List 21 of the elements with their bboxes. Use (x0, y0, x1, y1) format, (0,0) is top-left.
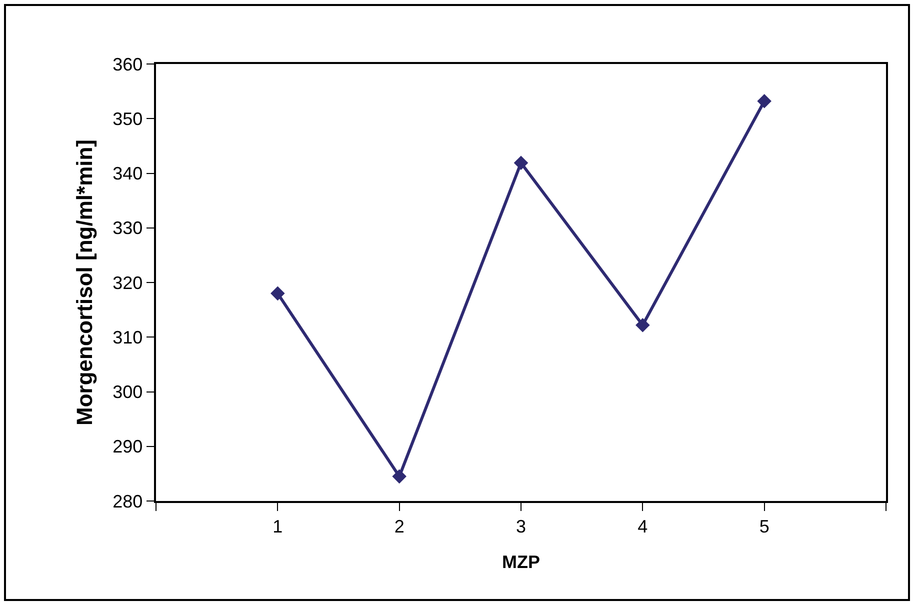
x-tick-label: 4 (638, 516, 648, 536)
x-tick-label: 1 (272, 516, 283, 536)
x-tick-label: 5 (759, 516, 770, 536)
x-axis-title: MZP (502, 552, 540, 572)
y-tick-label: 350 (112, 108, 143, 129)
y-tick-label: 300 (112, 382, 143, 402)
point (757, 94, 772, 108)
y-tick-label: 290 (112, 436, 143, 457)
x-tick-label: 3 (516, 516, 526, 536)
y-tick-label: 320 (112, 272, 143, 293)
y-tick-label: 310 (112, 327, 143, 348)
point (392, 469, 406, 484)
x-tick-label: 2 (394, 516, 404, 536)
y-tick-label: 280 (112, 491, 143, 512)
y-tick-label: 340 (112, 164, 143, 184)
point (636, 318, 650, 332)
y-tick-label: 360 (112, 54, 143, 74)
y-axis-title: Morgencortisol [ng/ml*min] (72, 140, 97, 426)
y-tick-label: 330 (112, 218, 143, 238)
point (514, 156, 528, 170)
point (270, 286, 285, 301)
